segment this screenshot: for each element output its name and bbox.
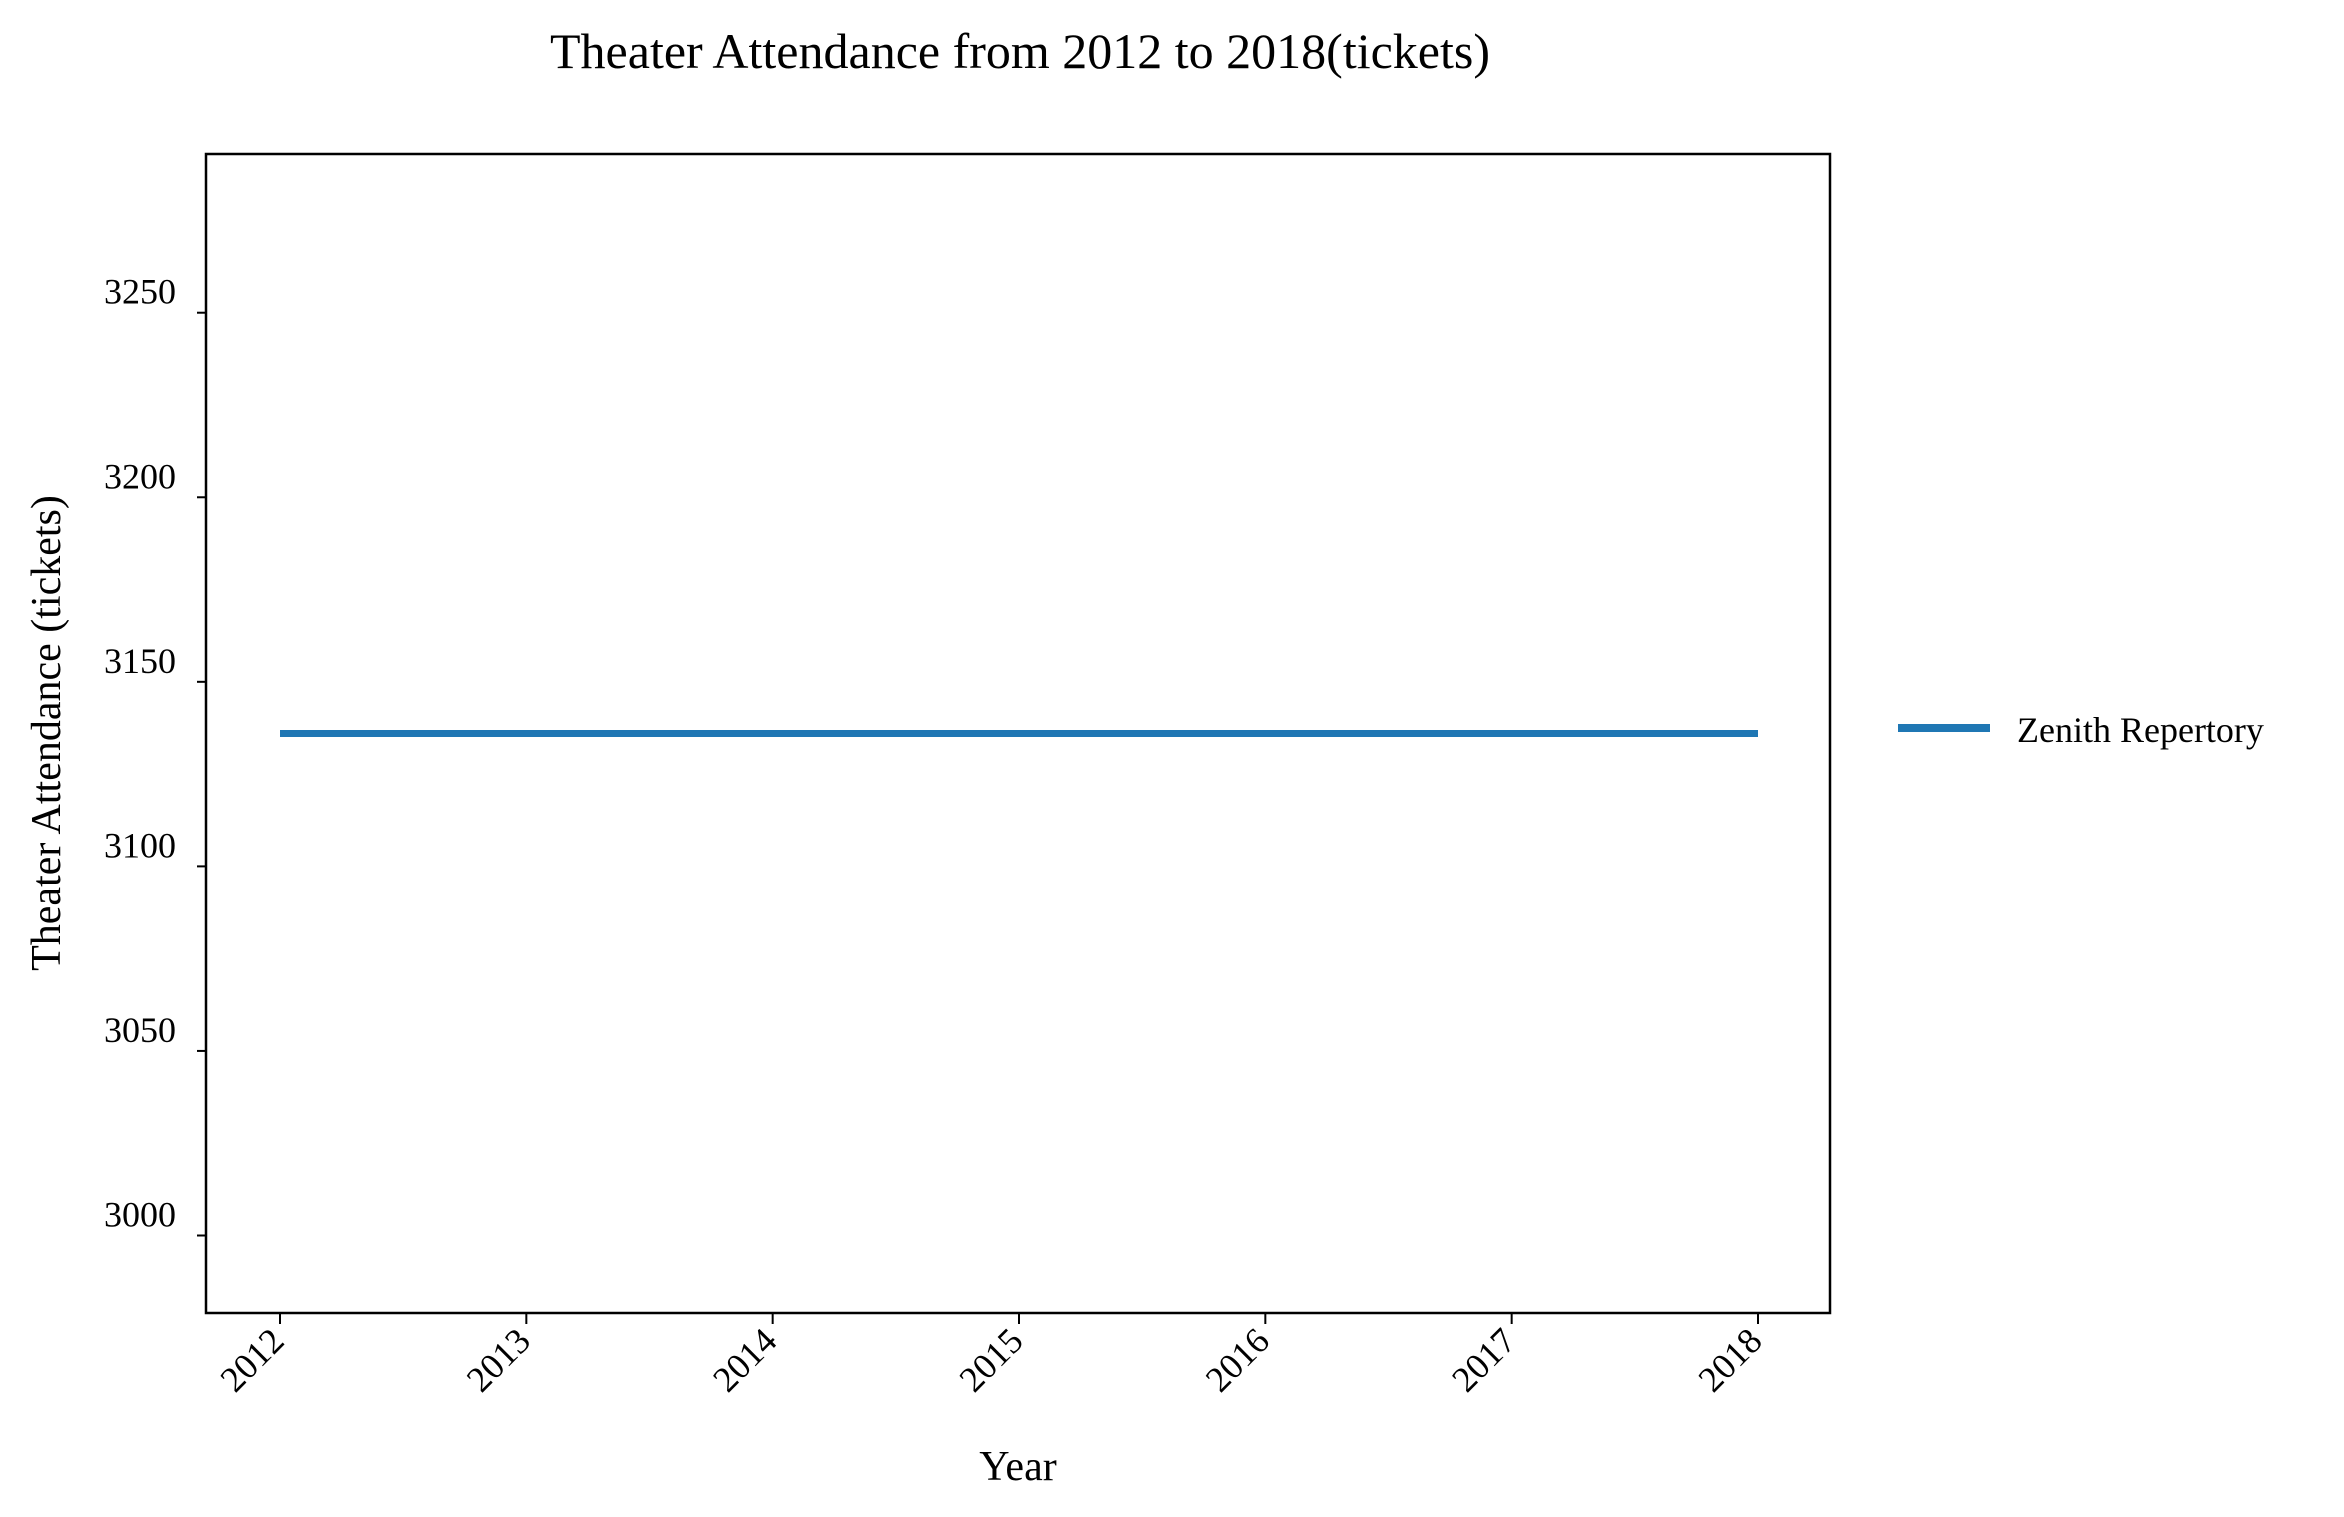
x-tick-label: 2018 — [1690, 1320, 1769, 1399]
y-tick-label: 3200 — [104, 456, 176, 496]
x-axis: 2012 2013 2014 2015 2016 2017 2018 — [212, 1313, 1770, 1400]
x-tick-label: 2016 — [1198, 1320, 1277, 1399]
y-tick-label: 3100 — [104, 825, 176, 865]
legend: Zenith Repertory — [1898, 710, 2264, 750]
y-axis: 3000 3050 3100 3150 3200 3250 — [104, 272, 206, 1237]
y-tick-label: 3000 — [104, 1194, 176, 1234]
x-tick-label: 2012 — [212, 1320, 291, 1399]
x-tick-label: 2017 — [1444, 1320, 1523, 1399]
x-tick-label: 2014 — [705, 1320, 784, 1399]
chart-title: Theater Attendance from 2012 to 2018(tic… — [550, 23, 1490, 79]
y-axis-label: Theater Attendance (tickets) — [24, 495, 70, 971]
y-tick-label: 3050 — [104, 1010, 176, 1050]
legend-label-zenith-repertory: Zenith Repertory — [2017, 710, 2264, 750]
x-axis-label: Year — [979, 1444, 1056, 1490]
x-tick-label: 2015 — [951, 1320, 1030, 1399]
y-tick-label: 3150 — [104, 641, 176, 681]
y-tick-label: 3250 — [104, 272, 176, 312]
x-tick-label: 2013 — [459, 1320, 538, 1399]
